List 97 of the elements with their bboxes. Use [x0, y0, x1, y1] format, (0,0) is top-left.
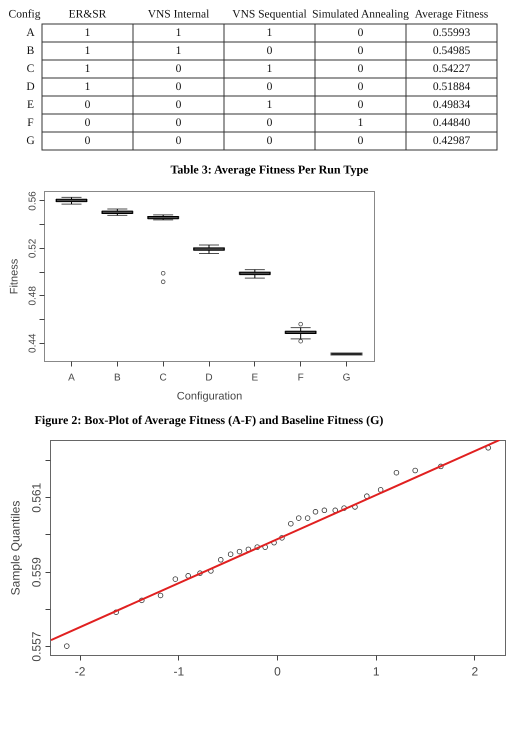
point — [394, 470, 400, 476]
data-label: 0.51884 — [432, 81, 470, 93]
x-tick-label: 1 — [372, 664, 380, 678]
data-label: 0 — [358, 99, 364, 111]
point — [304, 515, 310, 521]
x-tick-label: -2 — [74, 664, 86, 678]
point — [64, 643, 70, 649]
text: Table 3: Average Fitness Per Run Type — [170, 162, 370, 176]
y-axis-title: Fitness — [8, 258, 20, 294]
point — [296, 515, 302, 521]
x-tick-label: E — [251, 372, 258, 384]
x-tick-label: B — [114, 372, 121, 384]
x-tick-label: 0 — [274, 664, 282, 678]
x-tick-label: C — [160, 372, 167, 384]
data-label: 1 — [84, 45, 91, 57]
data-label: 1 — [84, 63, 91, 75]
data-label: 0 — [358, 27, 364, 39]
y-tick-label: 0.52 — [28, 238, 38, 258]
x-tick-label: D — [205, 372, 213, 384]
point — [364, 493, 370, 499]
data-label: 1 — [266, 27, 273, 39]
point — [139, 598, 145, 604]
data-label: 0 — [176, 117, 182, 129]
data-label: 0 — [176, 135, 182, 147]
x-tick-label: A — [68, 372, 76, 384]
x-tick-label: Simulated Annealing — [312, 8, 410, 20]
y-tick-label: 0.56 — [28, 190, 38, 211]
y-axis-title: Sample Quantiles — [8, 500, 22, 596]
data-label: 0 — [266, 45, 273, 57]
data-label: 0 — [266, 117, 273, 129]
x-tick-label: F — [298, 372, 304, 384]
data-label: 0.54985 — [432, 45, 470, 57]
x-tick-label: Average Fitness — [414, 8, 489, 20]
data-label: 1 — [176, 27, 182, 39]
data-label: 0 — [358, 63, 364, 75]
point — [378, 487, 384, 493]
data-label: 1 — [266, 63, 273, 75]
point — [288, 520, 294, 526]
y-tick-label: 0.557 — [30, 631, 44, 662]
x-tick-label: 2 — [472, 664, 479, 678]
y-tick-label: 0.48 — [28, 286, 38, 306]
x-tick-label: -1 — [173, 664, 184, 678]
data-label: 0 — [358, 135, 364, 147]
data-label: 0 — [176, 63, 182, 75]
point — [197, 570, 203, 576]
data-label: 0 — [358, 81, 364, 93]
x-tick-label: VNS Internal — [148, 8, 210, 20]
data-label: 0 — [84, 117, 91, 129]
data-label: 1 — [84, 81, 91, 93]
point — [279, 535, 285, 541]
data-label: 0.42987 — [432, 135, 470, 147]
point — [254, 544, 260, 550]
x-tick-label: G — [342, 372, 351, 384]
x-tick-label: VNS Sequential — [232, 8, 307, 20]
point — [228, 551, 234, 557]
y-tick-label: 0.561 — [30, 482, 44, 513]
point — [218, 557, 224, 563]
data-label: 1 — [176, 45, 182, 57]
point — [158, 592, 164, 598]
y-tick-label: 0.559 — [30, 556, 44, 588]
data-label: 0 — [84, 135, 91, 147]
y-tick-label: 0.44 — [28, 333, 38, 353]
point — [172, 576, 178, 582]
point — [312, 509, 318, 515]
point — [485, 445, 491, 451]
data-label: 0 — [84, 99, 91, 111]
data-label: 0.55993 — [432, 27, 470, 39]
point — [332, 508, 338, 514]
data-label: 1 — [84, 27, 91, 39]
y-tick-label: A — [26, 27, 36, 39]
point — [438, 464, 444, 470]
data-label: 0 — [266, 81, 273, 93]
point — [236, 548, 242, 554]
data-label: 0.44840 — [432, 117, 470, 129]
x-tick-label: ER&SR — [68, 8, 107, 20]
y-tick-label: G — [26, 135, 35, 147]
point — [412, 468, 418, 474]
y-axis-title: Config — [8, 8, 41, 20]
point — [322, 508, 328, 514]
data-label: 0 — [176, 99, 182, 111]
y-tick-label: B — [26, 45, 35, 57]
point — [185, 573, 191, 579]
x-axis-title: Configuration — [176, 390, 242, 402]
data-label: 0.54227 — [432, 63, 470, 75]
text: Figure 2: Box-Plot of Average Fitness (A-F) and Baseline Fitness (G) — [34, 413, 384, 427]
point — [113, 609, 119, 615]
y-tick-label: F — [27, 117, 34, 129]
data-label: 0 — [266, 135, 273, 147]
y-tick-label: C — [26, 63, 35, 75]
data-label: 0 — [358, 45, 364, 57]
point — [341, 505, 347, 511]
data-label: 1 — [266, 99, 273, 111]
y-tick-label: D — [26, 81, 35, 93]
data-label: 1 — [358, 117, 364, 129]
data-label: 0.49834 — [432, 99, 470, 111]
data-label: 0 — [176, 81, 182, 93]
y-tick-label: E — [26, 99, 34, 111]
